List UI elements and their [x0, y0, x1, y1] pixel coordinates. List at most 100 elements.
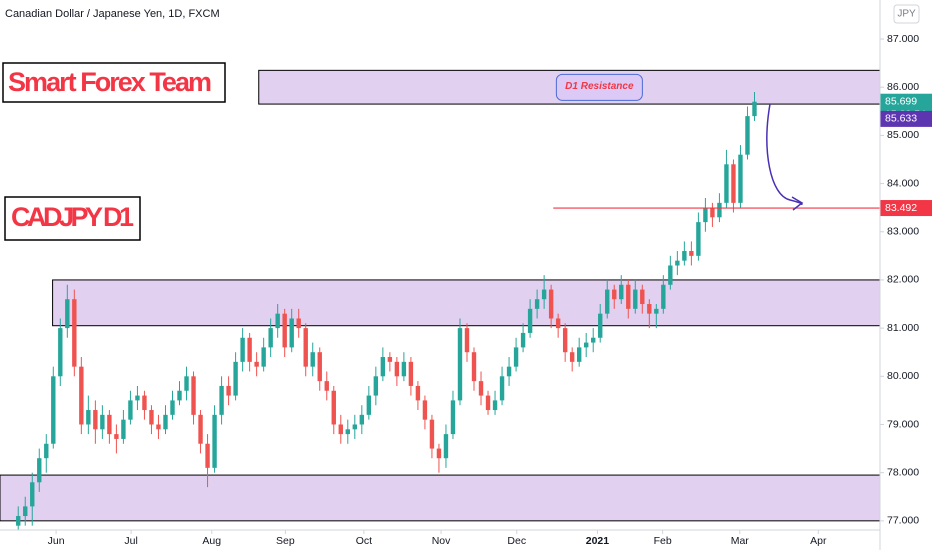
- candle-body: [724, 164, 729, 203]
- candle-body: [79, 366, 84, 425]
- candle-body: [633, 289, 638, 309]
- candle-body: [149, 410, 154, 425]
- candle-body: [261, 347, 266, 367]
- x-tick-label: Apr: [810, 535, 827, 547]
- candle-body: [170, 400, 175, 415]
- candle-body: [640, 289, 645, 305]
- zones: D1 Resistance: [0, 69, 881, 522]
- candle-body: [436, 448, 442, 459]
- y-tick-label: 77.000: [887, 515, 919, 527]
- candle-body: [191, 376, 196, 415]
- candle-body: [520, 332, 526, 348]
- candle-body: [303, 328, 308, 367]
- currency[interactable]: JPY: [897, 9, 916, 20]
- chart-title: Canadian Dollar / Japanese Yen, 1D, FXCM: [5, 8, 220, 20]
- candle-body: [324, 381, 329, 391]
- candle-body: [275, 313, 280, 329]
- candle-body: [548, 289, 554, 319]
- x-tick-label: Nov: [432, 535, 451, 547]
- candle-body: [366, 395, 372, 415]
- candle-body: [661, 284, 666, 309]
- candle-body: [429, 419, 435, 449]
- candle-body: [233, 361, 238, 396]
- price-label-box: [880, 200, 932, 217]
- y-tick-label: 87.000: [887, 33, 919, 45]
- candle-body: [212, 414, 217, 468]
- candle-body: [738, 154, 743, 203]
- x-tick-label: 2021: [586, 535, 610, 547]
- candle-body: [86, 410, 91, 425]
- price-label: 85.633: [885, 113, 917, 125]
- candle-body: [93, 410, 98, 430]
- candle-body: [555, 318, 561, 329]
- candle-body: [422, 400, 428, 420]
- candle-body: [415, 385, 421, 401]
- candle-body: [142, 395, 147, 411]
- candle-body: [114, 434, 119, 439]
- candle-body: [296, 318, 301, 329]
- candle-body: [16, 516, 21, 526]
- y-tick-label: 81.000: [887, 322, 919, 334]
- y-tick-label: 79.000: [887, 418, 919, 430]
- arrow-head: [791, 196, 804, 211]
- candle-body: [359, 414, 365, 425]
- candle-body: [135, 395, 140, 401]
- candle-body: [605, 289, 610, 314]
- candle-body: [72, 299, 77, 367]
- y-tick-label: 85.000: [887, 129, 919, 141]
- candle-body: [703, 207, 708, 223]
- candle-body: [492, 400, 498, 411]
- annotation-box: [2, 62, 226, 103]
- candle-body: [668, 265, 673, 285]
- annotation-box: [4, 196, 141, 241]
- candle-body: [612, 289, 617, 300]
- candle-body: [583, 342, 589, 348]
- candle-body: [710, 207, 715, 218]
- y-tick-label: 84.000: [887, 177, 919, 189]
- price-label: 83.492: [885, 202, 917, 214]
- candle-body: [408, 361, 414, 386]
- candle-body: [331, 390, 336, 425]
- candle-body: [696, 222, 701, 256]
- candle-body: [282, 313, 287, 348]
- x-tick-label: Aug: [202, 535, 221, 547]
- candle-body: [100, 414, 105, 430]
- candle-body: [380, 357, 386, 377]
- candle-body: [527, 308, 533, 333]
- candle-body: [619, 284, 624, 300]
- candle-body: [506, 366, 512, 377]
- y-tick-label: 78.000: [887, 466, 919, 478]
- x-tick-label: Mar: [731, 535, 750, 547]
- candle-body: [387, 357, 393, 362]
- candle-body: [373, 376, 379, 396]
- candle-body: [345, 429, 350, 435]
- candle-body: [752, 101, 757, 117]
- candle-body: [240, 337, 245, 362]
- candle-body: [478, 381, 484, 396]
- candle-body: [310, 352, 315, 367]
- candle-body: [647, 304, 652, 314]
- y-tick-label: 82.000: [887, 274, 919, 286]
- candle-body: [51, 376, 56, 444]
- y-tick-label: 83.000: [887, 226, 919, 238]
- candle-body: [30, 482, 35, 507]
- candle-body: [569, 352, 575, 362]
- currency-box[interactable]: [893, 4, 920, 24]
- candle-body: [450, 400, 456, 435]
- candle-body: [107, 414, 112, 435]
- x-tick-label: Jul: [124, 535, 137, 547]
- candle-body: [541, 289, 547, 300]
- zone: [52, 279, 881, 327]
- candle-body: [499, 376, 505, 401]
- candle-body: [198, 414, 203, 444]
- zone-label: D1 Resistance: [565, 81, 634, 92]
- candle-body: [37, 458, 42, 483]
- candle-body: [247, 337, 252, 362]
- candle-body: [626, 284, 631, 309]
- candle-body: [689, 251, 694, 256]
- price-label-box: [880, 110, 932, 127]
- candle-body: [717, 202, 722, 218]
